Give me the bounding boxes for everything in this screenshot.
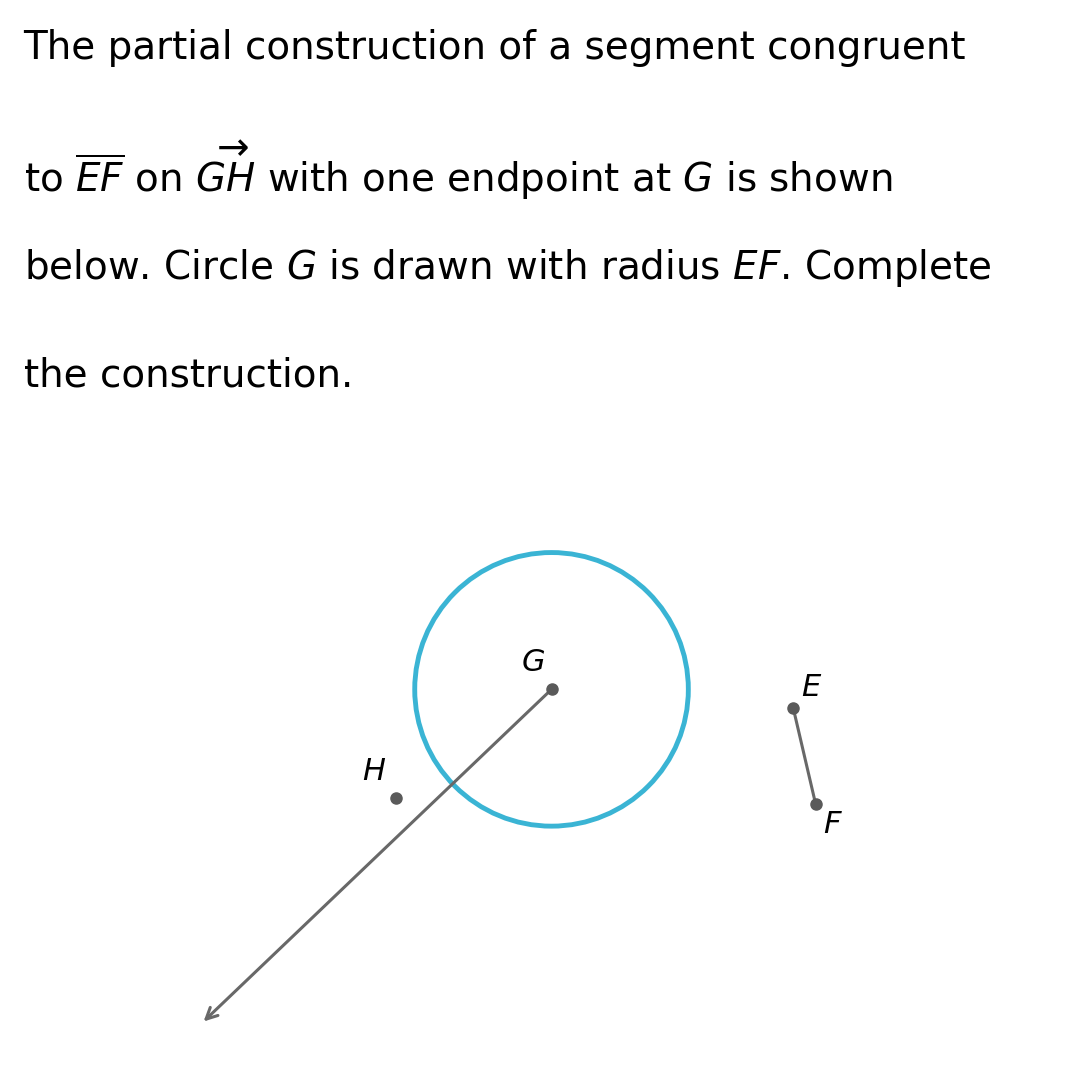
Text: $F$: $F$ xyxy=(824,811,843,839)
Text: below. Circle $G$ is drawn with radius $EF$. Complete: below. Circle $G$ is drawn with radius $… xyxy=(24,247,991,289)
Text: the construction.: the construction. xyxy=(24,356,353,394)
Text: The partial construction of a segment congruent: The partial construction of a segment co… xyxy=(24,29,966,67)
Text: $G$: $G$ xyxy=(522,647,545,677)
Text: $H$: $H$ xyxy=(362,757,387,786)
Text: $E$: $E$ xyxy=(801,673,823,702)
Text: to $\overline{EF}$ on $\overrightarrow{GH}$ with one endpoint at $G$ is shown: to $\overline{EF}$ on $\overrightarrow{G… xyxy=(24,138,892,201)
